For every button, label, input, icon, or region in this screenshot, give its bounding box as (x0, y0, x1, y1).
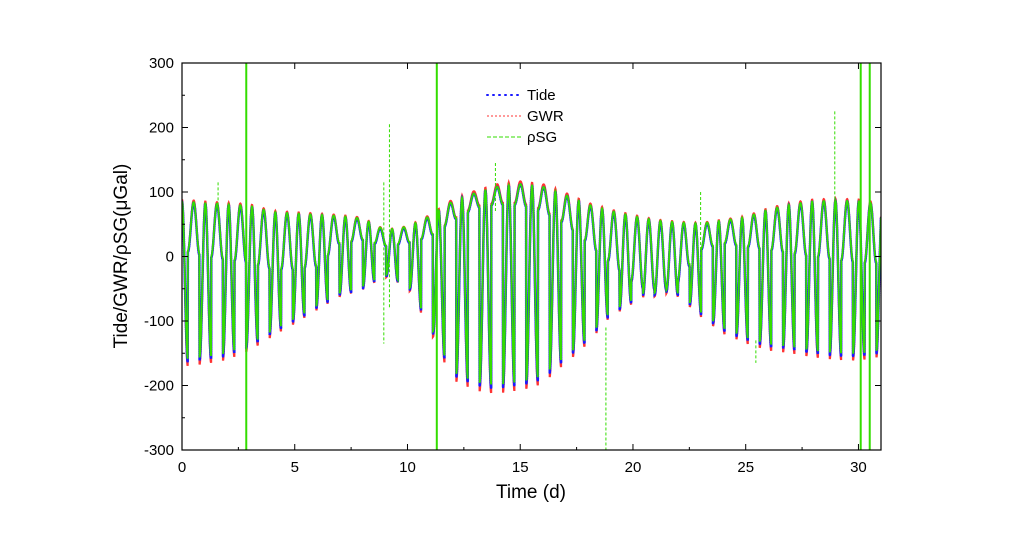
y-tick-label: 0 (166, 249, 174, 266)
y-tick-label: -100 (144, 313, 174, 330)
y-tick-label: 300 (149, 55, 174, 72)
y-tick-label: 200 (149, 120, 174, 137)
x-tick-label: 25 (737, 459, 754, 476)
x-tick-label: 5 (291, 459, 299, 476)
y-axis-title: Tide/GWR/ρSG(μGal) (111, 164, 132, 349)
series-psg-line (182, 182, 881, 385)
legend-label-tide: Tide (527, 87, 556, 104)
y-tick-label: -300 (144, 442, 174, 459)
legend-label-gwr: GWR (527, 108, 564, 125)
y-tick-label: -200 (144, 378, 174, 395)
x-tick-label: 30 (850, 459, 867, 476)
y-tick-label: 100 (149, 184, 174, 201)
x-tick-label: 15 (512, 459, 529, 476)
legend: Tide GWR ρSG (486, 87, 564, 146)
x-axis-title: Time (d) (496, 482, 566, 503)
legend-label-psg: ρSG (527, 129, 557, 146)
x-tick-label: 10 (399, 459, 416, 476)
x-tick-label: 20 (625, 459, 642, 476)
x-tick-label: 0 (178, 459, 186, 476)
